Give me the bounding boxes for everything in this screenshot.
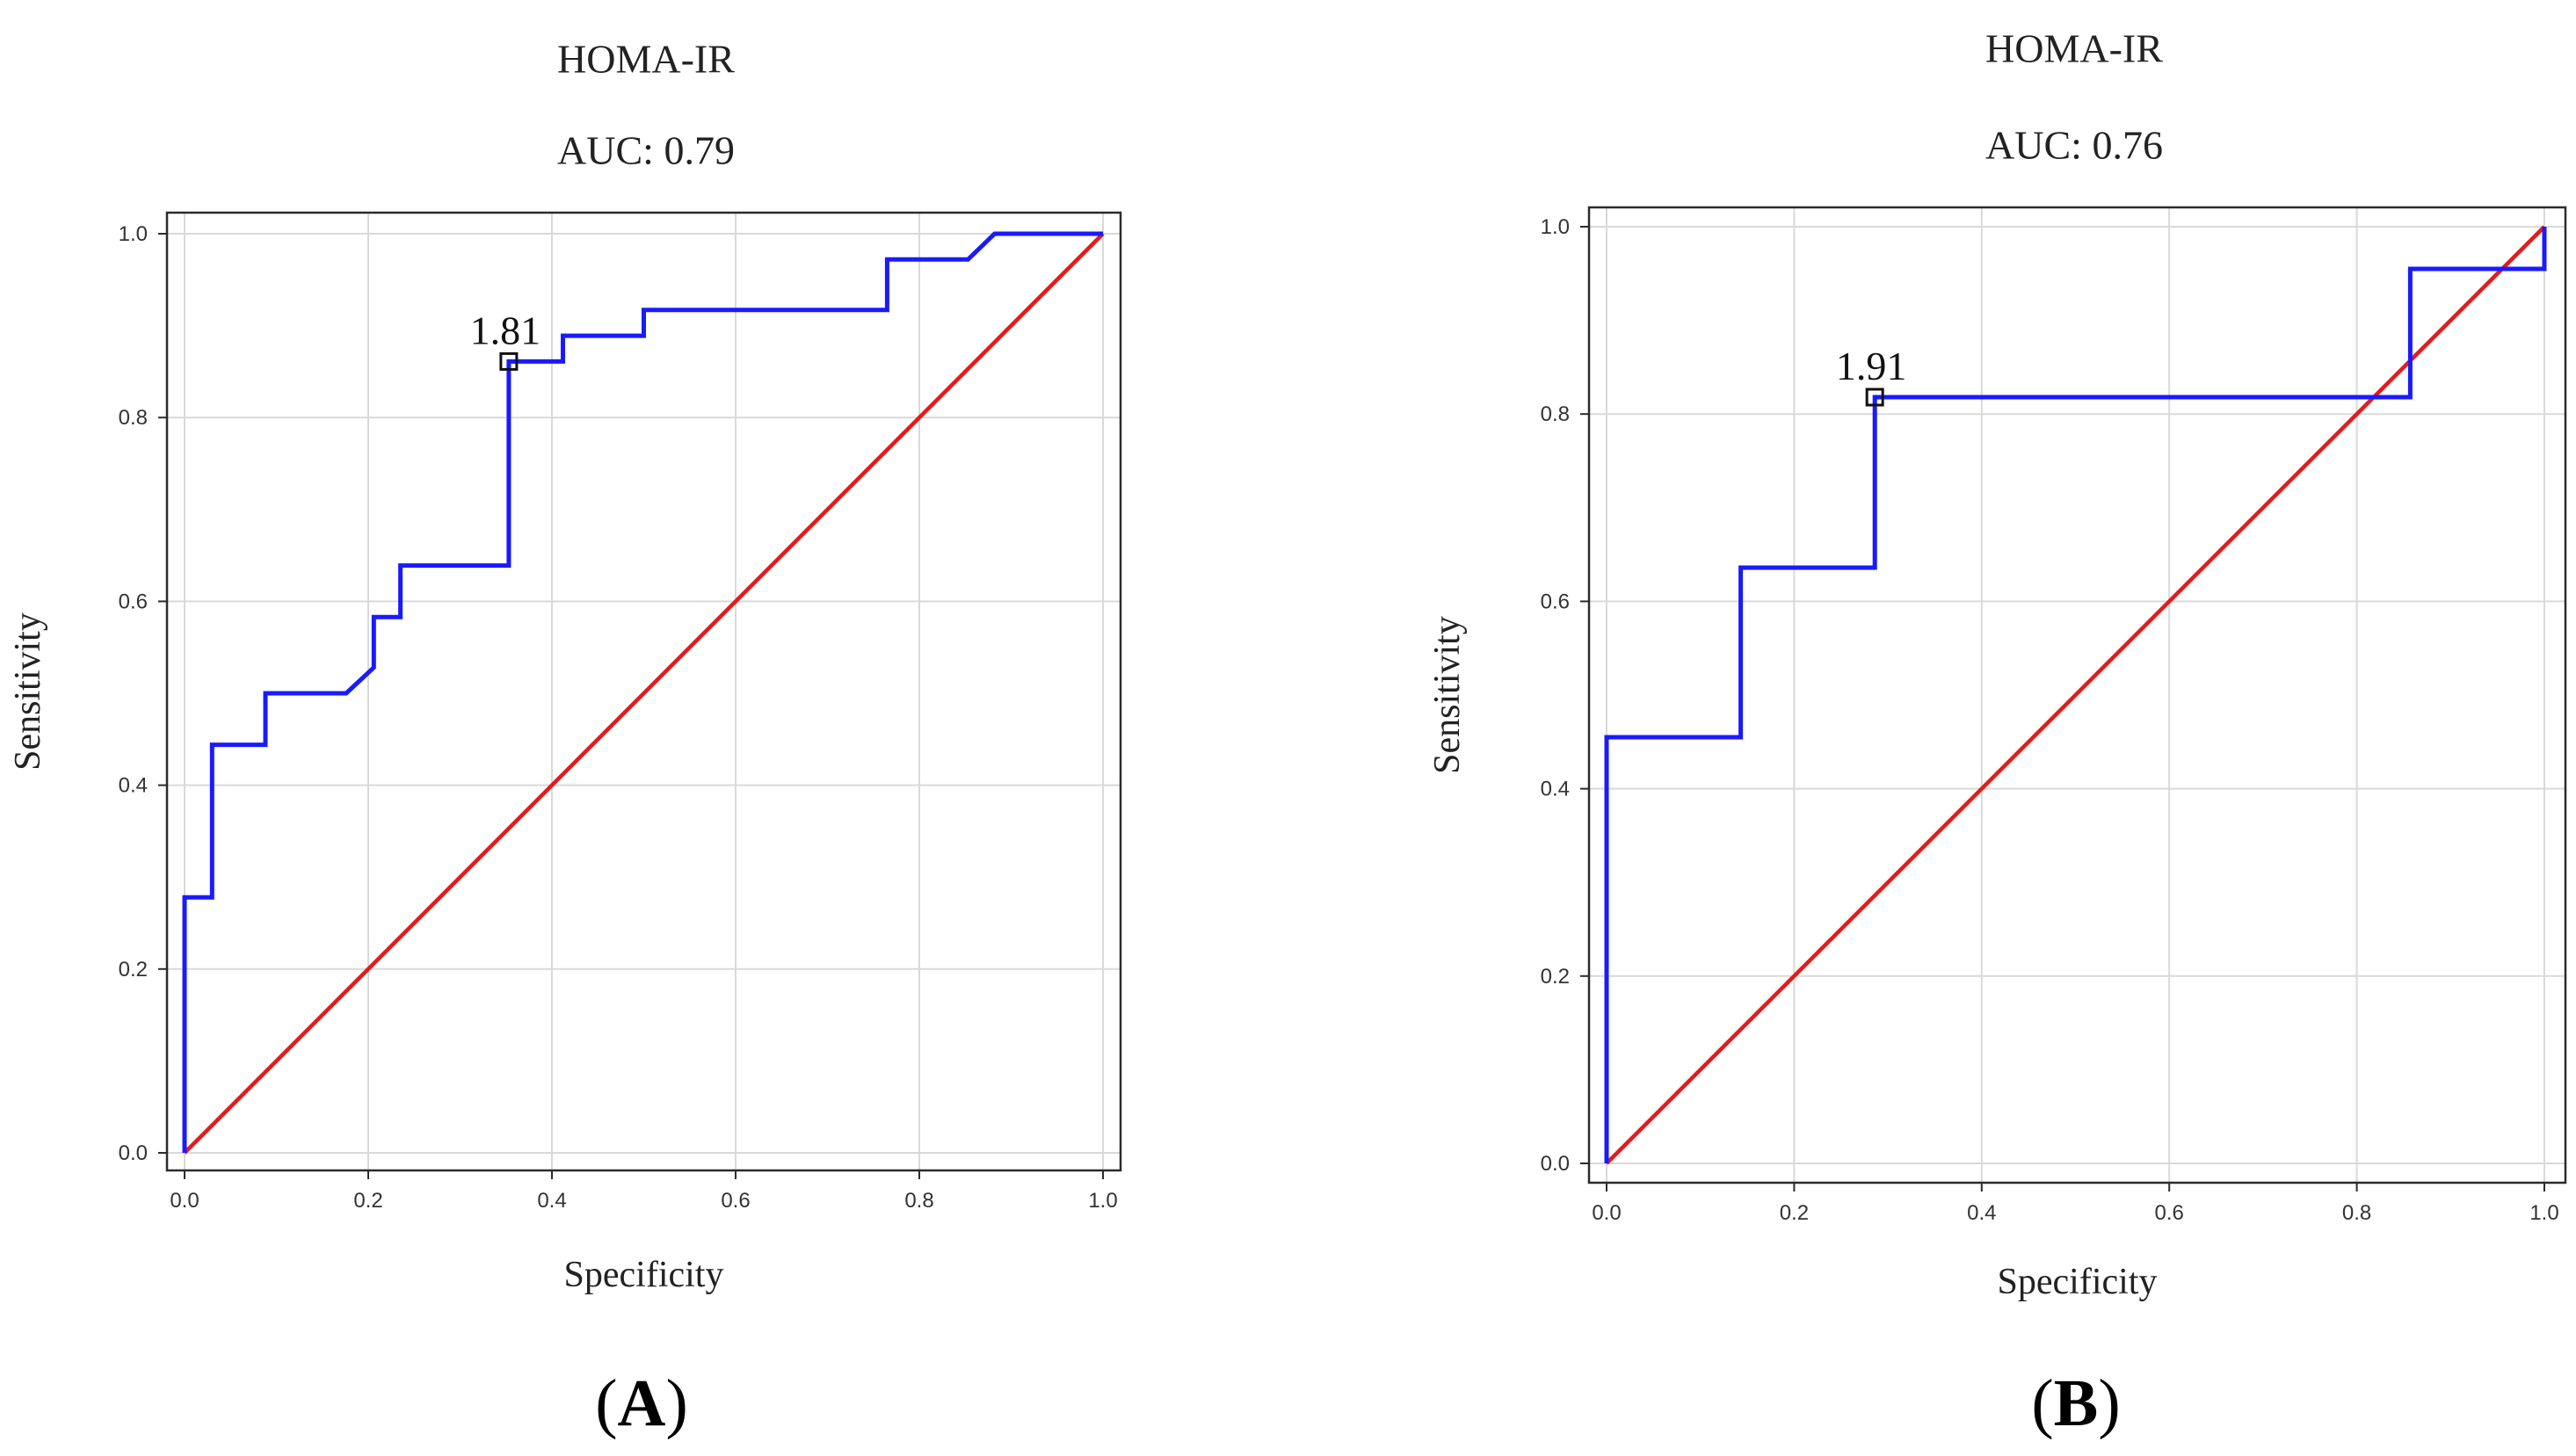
y-tick-label: 0.0 xyxy=(1541,1152,1570,1176)
y-tick-label: 0.0 xyxy=(119,1141,148,1165)
chart-title: HOMA-IR xyxy=(557,37,735,82)
y-tick-label: 0.2 xyxy=(119,958,148,982)
y-tick-label: 0.8 xyxy=(119,406,148,430)
x-tick-label: 0.0 xyxy=(170,1189,199,1213)
chart-panel-b: HOMA-IR AUC: 0.76 0.0 0.2 0.4 0.6 0.8 1.0 0.0 0.2… xyxy=(1427,26,2567,1440)
x-tick-label: 0.2 xyxy=(1780,1201,1809,1225)
x-tick-label: 0.8 xyxy=(2342,1201,2371,1225)
x-tick-label: 0.4 xyxy=(1967,1201,1996,1225)
reference-diagonal-line xyxy=(183,232,1105,1155)
reference-diagonal-line xyxy=(1605,225,2546,1165)
y-tick-label: 0.6 xyxy=(1541,590,1570,613)
plot-frame xyxy=(1587,206,2567,1184)
x-tick-label: 0.0 xyxy=(1592,1201,1621,1225)
y-tick-label: 1.0 xyxy=(1541,215,1570,239)
cutoff-label: 1.81 xyxy=(470,308,541,352)
x-axis-label: Specificity xyxy=(564,1255,724,1295)
y-tick-label: 0.2 xyxy=(1541,965,1570,989)
panel-label: (B) xyxy=(2031,1366,2120,1440)
x-tick-label: 0.2 xyxy=(353,1189,382,1213)
x-axis-label: Specificity xyxy=(1998,1262,2158,1302)
cutoff-marker xyxy=(499,351,519,371)
y-axis-label: Sensitivity xyxy=(8,612,48,771)
chart-panel-a: HOMA-IR AUC: 0.79 0.0 0.2 0.4 0.6 0.8 1.0 0.0 0.2… xyxy=(8,37,1122,1440)
x-tick-label: 1.0 xyxy=(2529,1201,2558,1225)
plot-frame xyxy=(165,211,1122,1172)
y-tick-label: 0.6 xyxy=(119,590,148,613)
roc-curve-line xyxy=(1604,227,2547,1163)
x-tick-label: 0.4 xyxy=(537,1189,566,1213)
x-tick-label: 0.8 xyxy=(904,1189,933,1213)
x-tick-label: 1.0 xyxy=(1088,1189,1117,1213)
cutoff-marker xyxy=(1865,388,1884,407)
y-tick-label: 1.0 xyxy=(119,222,148,246)
y-tick-label: 0.4 xyxy=(119,774,148,798)
x-tick-label: 0.6 xyxy=(721,1189,750,1213)
roc-curve-line xyxy=(182,231,1103,1153)
auc-subtitle: AUC: 0.76 xyxy=(1985,123,2163,168)
chart-title: HOMA-IR xyxy=(1985,26,2163,71)
y-tick-label: 0.8 xyxy=(1541,402,1570,426)
auc-subtitle: AUC: 0.79 xyxy=(557,128,735,173)
y-axis-label: Sensitivity xyxy=(1427,616,1468,774)
x-tick-label: 0.6 xyxy=(2155,1201,2184,1225)
y-tick-label: 0.4 xyxy=(1541,778,1570,801)
panel-label: (A) xyxy=(595,1366,688,1440)
cutoff-label: 1.91 xyxy=(1836,344,1907,388)
